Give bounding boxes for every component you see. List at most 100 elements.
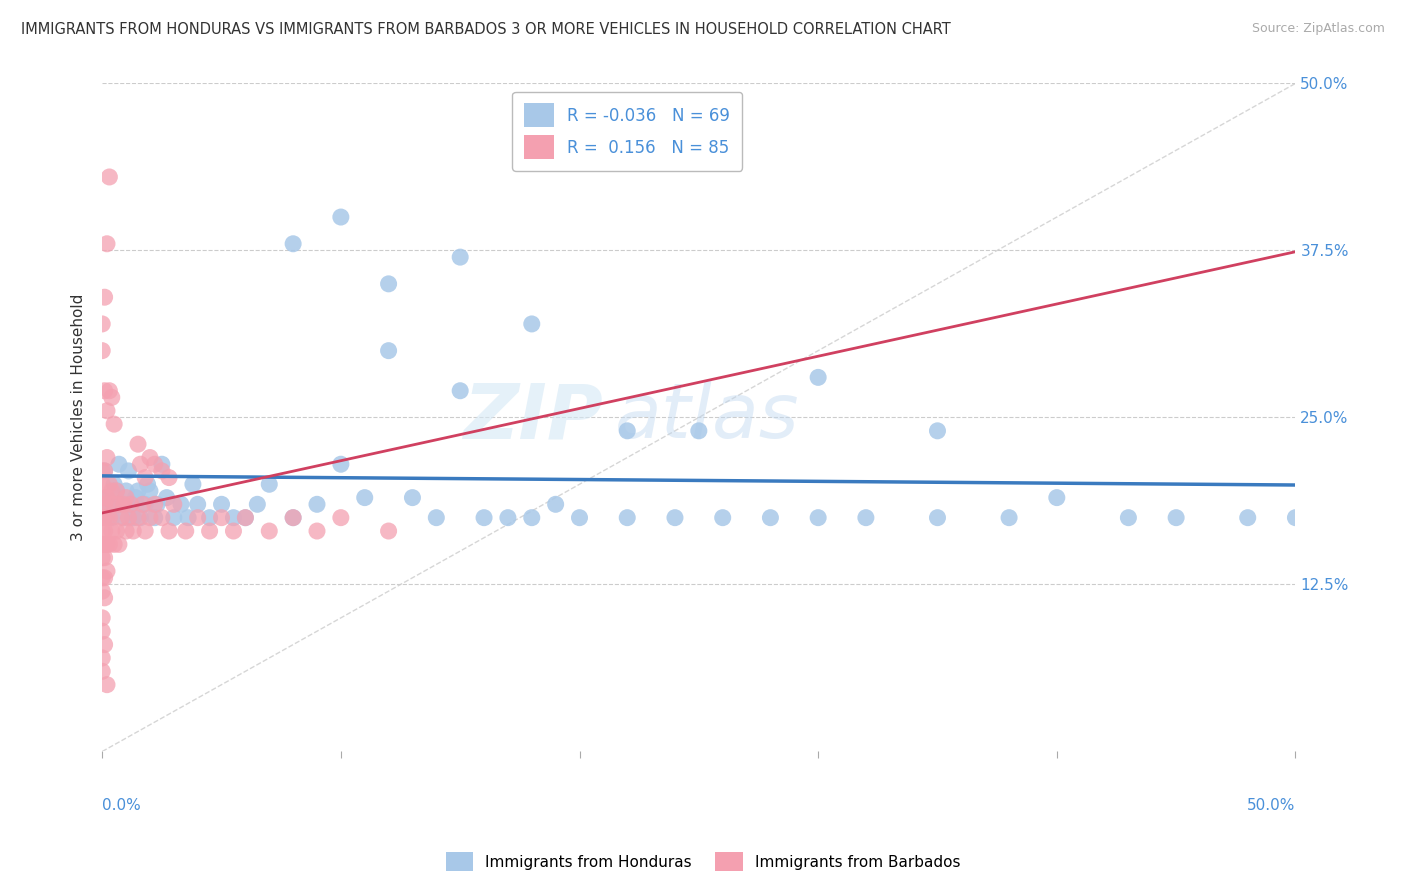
Point (96, 537, 118, 551)
Point (96, 450, 118, 465)
Point (139, 450, 162, 465)
Point (96, 491, 118, 505)
Point (108, 537, 131, 551)
Point (156, 491, 179, 505)
Point (93, 638, 115, 652)
Point (139, 510, 162, 524)
Point (520, 317, 543, 331)
Point (329, 457, 352, 471)
Point (96, 564, 118, 578)
Point (91, 317, 114, 331)
Point (472, 510, 495, 524)
Point (93, 571, 115, 585)
Point (281, 236, 304, 251)
Point (281, 510, 304, 524)
Point (616, 510, 638, 524)
Point (91, 584, 114, 599)
Point (211, 510, 233, 524)
Point (143, 497, 166, 511)
Point (127, 483, 149, 498)
Point (425, 510, 447, 524)
Point (150, 464, 173, 478)
Point (93, 290, 115, 304)
Point (91, 665, 114, 679)
Point (181, 477, 204, 491)
Point (855, 510, 877, 524)
Point (100, 524, 122, 538)
Legend: R = -0.036   N = 69, R =  0.156   N = 85: R = -0.036 N = 69, R = 0.156 N = 85 (512, 92, 742, 170)
Point (187, 497, 209, 511)
Point (150, 457, 173, 471)
Point (93, 537, 115, 551)
Point (91, 464, 114, 478)
Text: 0.0%: 0.0% (103, 798, 141, 814)
Text: 50.0%: 50.0% (1247, 798, 1295, 814)
Point (259, 524, 281, 538)
Point (305, 497, 328, 511)
Point (112, 510, 135, 524)
Point (449, 250, 471, 264)
Point (93, 384, 115, 398)
Point (211, 497, 233, 511)
Point (96, 236, 118, 251)
Point (998, 510, 1021, 524)
Point (93, 464, 115, 478)
Point (807, 370, 830, 384)
Point (134, 524, 156, 538)
Point (235, 510, 257, 524)
Point (115, 524, 138, 538)
Point (112, 497, 135, 511)
Point (91, 571, 114, 585)
Point (91, 537, 114, 551)
Y-axis label: 3 or more Vehicles in Household: 3 or more Vehicles in Household (72, 293, 86, 541)
Point (115, 483, 138, 498)
Point (1118, 510, 1140, 524)
Point (93, 497, 115, 511)
Point (91, 343, 114, 358)
Point (329, 510, 352, 524)
Legend: Immigrants from Honduras, Immigrants from Barbados: Immigrants from Honduras, Immigrants fro… (440, 847, 966, 877)
Text: IMMIGRANTS FROM HONDURAS VS IMMIGRANTS FROM BARBADOS 3 OR MORE VEHICLES IN HOUSE: IMMIGRANTS FROM HONDURAS VS IMMIGRANTS F… (21, 22, 950, 37)
Point (91, 491, 114, 505)
Point (91, 611, 114, 625)
Point (496, 510, 519, 524)
Point (305, 524, 328, 538)
Point (129, 457, 152, 471)
Point (449, 384, 471, 398)
Point (120, 497, 142, 511)
Point (93, 464, 115, 478)
Point (759, 510, 782, 524)
Point (136, 477, 159, 491)
Point (124, 491, 146, 505)
Point (110, 510, 132, 524)
Point (170, 497, 193, 511)
Point (150, 510, 173, 524)
Point (544, 497, 567, 511)
Point (174, 524, 197, 538)
Point (377, 277, 399, 291)
Point (117, 464, 139, 478)
Point (222, 510, 245, 524)
Point (198, 510, 221, 524)
Point (96, 678, 118, 692)
Point (91, 550, 114, 565)
Point (688, 424, 710, 438)
Point (103, 497, 125, 511)
Point (246, 497, 269, 511)
Point (122, 524, 145, 538)
Point (143, 510, 166, 524)
Point (664, 510, 686, 524)
Text: ZIP: ZIP (464, 381, 603, 454)
Point (98, 510, 121, 524)
Point (122, 510, 145, 524)
Point (1236, 510, 1258, 524)
Point (157, 470, 180, 484)
Point (353, 491, 375, 505)
Point (103, 477, 125, 491)
Point (616, 424, 638, 438)
Point (93, 524, 115, 538)
Point (163, 510, 186, 524)
Point (115, 491, 138, 505)
Point (134, 470, 156, 484)
Point (143, 457, 166, 471)
